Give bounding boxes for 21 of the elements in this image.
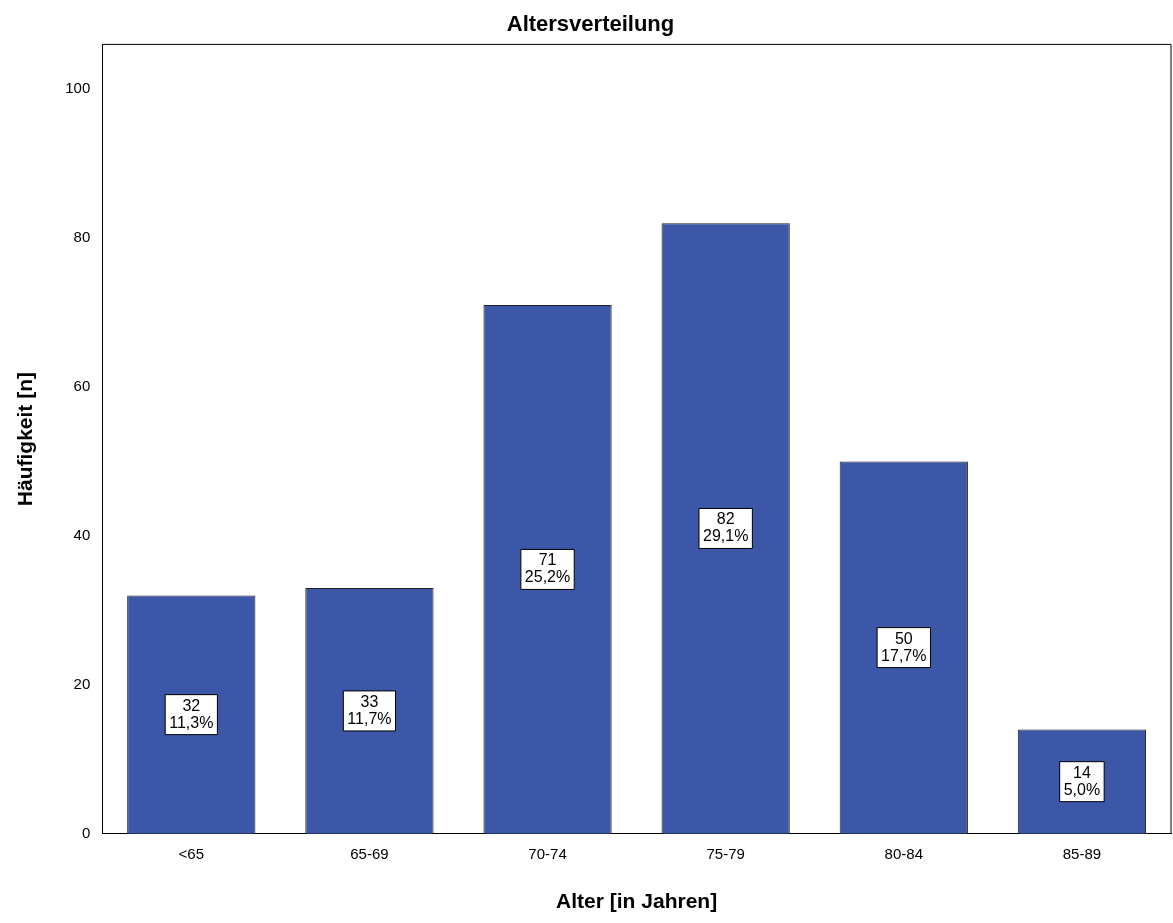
y-tick-label: 0 bbox=[81, 823, 91, 841]
y-tick-label: 20 bbox=[73, 675, 91, 692]
data-label: 71 25,2% bbox=[524, 551, 571, 586]
chart-title: Altersverteilung bbox=[506, 11, 675, 37]
y-tick-label: 60 bbox=[73, 377, 91, 395]
x-tick-label: 75-79 bbox=[706, 844, 745, 862]
y-axis-title: Häufigkeit [n] bbox=[13, 372, 37, 507]
data-label: 33 11,7% bbox=[347, 692, 392, 727]
y-tick-label: 40 bbox=[73, 526, 91, 544]
y-tick-label: 80 bbox=[73, 228, 91, 246]
x-tick-label: 85-89 bbox=[1062, 844, 1102, 862]
x-tick-label: 65-69 bbox=[350, 844, 389, 862]
data-label: 14 5,0% bbox=[1063, 763, 1101, 798]
data-label: 50 17,7% bbox=[881, 629, 927, 664]
data-label: 32 11,3% bbox=[169, 696, 214, 731]
x-tick-label: 70-74 bbox=[528, 844, 567, 862]
x-tick-label: <65 bbox=[178, 844, 205, 862]
y-tick-label: 100 bbox=[65, 79, 91, 97]
x-tick-label: 80-84 bbox=[884, 844, 923, 862]
x-axis-title: Alter [in Jahren] bbox=[556, 889, 718, 913]
data-label: 82 29,1% bbox=[702, 510, 749, 545]
